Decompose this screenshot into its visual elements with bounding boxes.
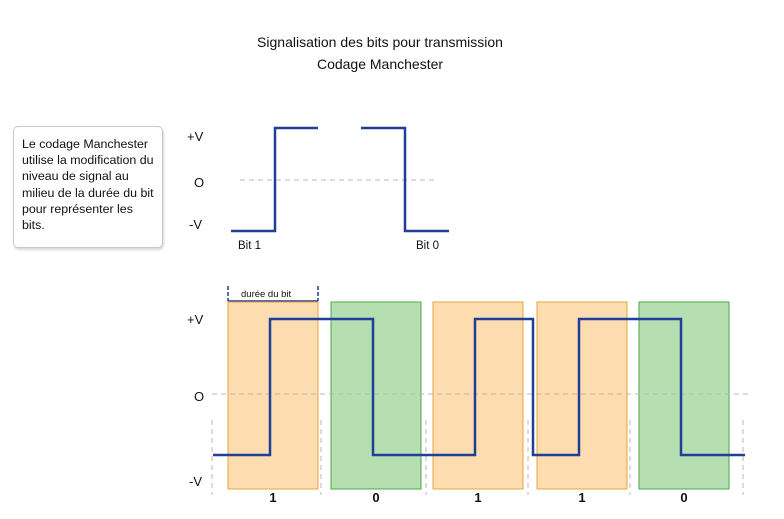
bit-cells [227, 301, 730, 490]
diagram-subtitle: Codage Manchester [316, 56, 444, 72]
legend-diagram: +V O -V Bit 1 Bit 0 [187, 126, 449, 252]
diagram-title: Signalisation des bits pour transmission [257, 34, 503, 50]
bit-label: 1 [269, 490, 276, 505]
level-zero: O [194, 389, 204, 404]
bit-cell-zero [638, 301, 730, 490]
bit-labels: 1 0 1 1 0 [269, 490, 687, 505]
legend-bit0-label: Bit 0 [416, 240, 439, 252]
bit-cell-one [227, 301, 319, 490]
main-diagram: +V O -V durée du bit 1 0 1 1 0 [187, 286, 752, 505]
legend-level-zero: O [194, 175, 204, 190]
legend-level-plus-v: +V [187, 129, 204, 144]
bit-cell-zero [330, 301, 422, 490]
bit-duration-marker: durée du bit [227, 286, 319, 302]
legend-bit1-waveform [231, 126, 318, 233]
bit-label: 0 [680, 490, 687, 505]
legend-bit1-label: Bit 1 [238, 240, 261, 252]
bit-label: 1 [578, 490, 585, 505]
bit-label: 0 [372, 490, 379, 505]
legend-bit0-waveform [361, 126, 449, 233]
level-minus-v: -V [189, 474, 202, 489]
manchester-signal [213, 317, 745, 457]
bit-cell-one [432, 301, 524, 490]
legend-level-minus-v: -V [189, 217, 202, 232]
bit-boundaries [211, 420, 744, 495]
bit-label: 1 [474, 490, 481, 505]
bit-cell-one [536, 301, 628, 490]
level-plus-v: +V [187, 312, 204, 327]
bit-duration-label: durée du bit [241, 289, 292, 300]
explanation-note: Le codage Manchester utilise la modifica… [13, 126, 163, 248]
